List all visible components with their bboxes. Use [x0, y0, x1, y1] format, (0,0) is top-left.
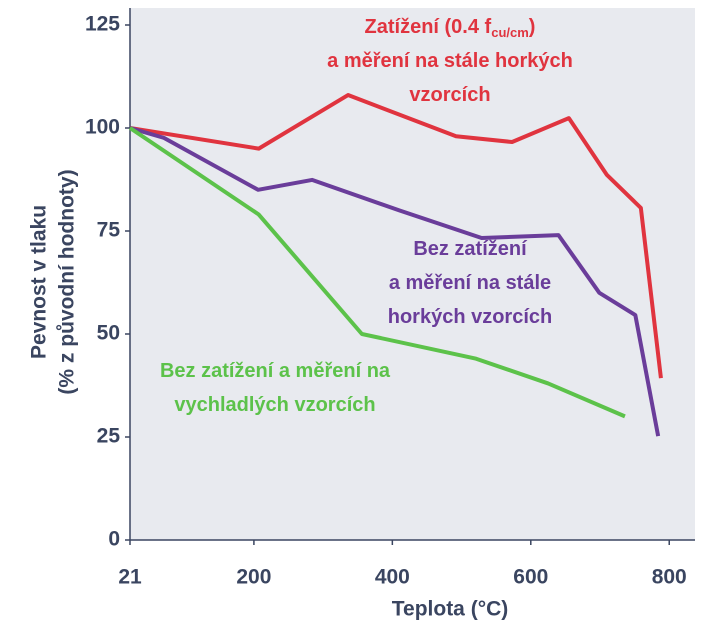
x-tick-label: 200: [236, 566, 271, 589]
y-tick-label: 75: [97, 219, 121, 242]
annotation-subscript: cu/cm: [491, 25, 529, 40]
y-axis-title: (% z původní hodnoty): [56, 169, 79, 394]
annotation: Zatížení (0.4 fcu/cm): [365, 16, 536, 40]
annotation-text: vychladlých vzorcích: [174, 394, 375, 416]
x-tick-label: 21: [118, 566, 142, 589]
annotation: a měření na stále horkých: [327, 50, 573, 72]
annotation: Bez zatížení a měření na: [160, 360, 391, 382]
y-axis-title: Pevnost v tlaku: [28, 205, 51, 359]
plot-area: [130, 8, 695, 540]
annotation-text: vzorcích: [409, 84, 490, 106]
annotation: vzorcích: [409, 84, 490, 106]
y-tick-label: 50: [97, 322, 120, 345]
annotation-text: Bez zatížení: [413, 238, 528, 260]
series-line: [128, 126, 626, 419]
x-axis-title: Teplota (°C): [392, 598, 509, 621]
annotation-text: a měření na stále horkých: [327, 50, 573, 72]
annotation: Bez zatížení: [413, 238, 528, 260]
y-tick-label: 25: [97, 425, 121, 448]
series-line: [129, 126, 661, 437]
annotation-text: ): [529, 16, 536, 38]
annotation-text: Bez zatížení a měření na: [160, 360, 391, 382]
series-line: [129, 93, 663, 379]
y-tick-label: 125: [85, 13, 120, 36]
annotation: horkých vzorcích: [388, 306, 553, 328]
annotation-text: Zatížení (0.4 f: [365, 16, 492, 38]
annotation: a měření na stále: [389, 272, 551, 294]
x-tick-label: 400: [375, 566, 410, 589]
y-tick-label: 100: [85, 116, 120, 139]
annotation-text: a měření na stále: [389, 272, 551, 294]
x-tick-label: 800: [652, 566, 687, 589]
x-tick-label: 600: [513, 566, 548, 589]
annotation-text: horkých vzorcích: [388, 306, 553, 328]
y-tick-label: 0: [108, 528, 120, 551]
annotation: vychladlých vzorcích: [174, 394, 375, 416]
